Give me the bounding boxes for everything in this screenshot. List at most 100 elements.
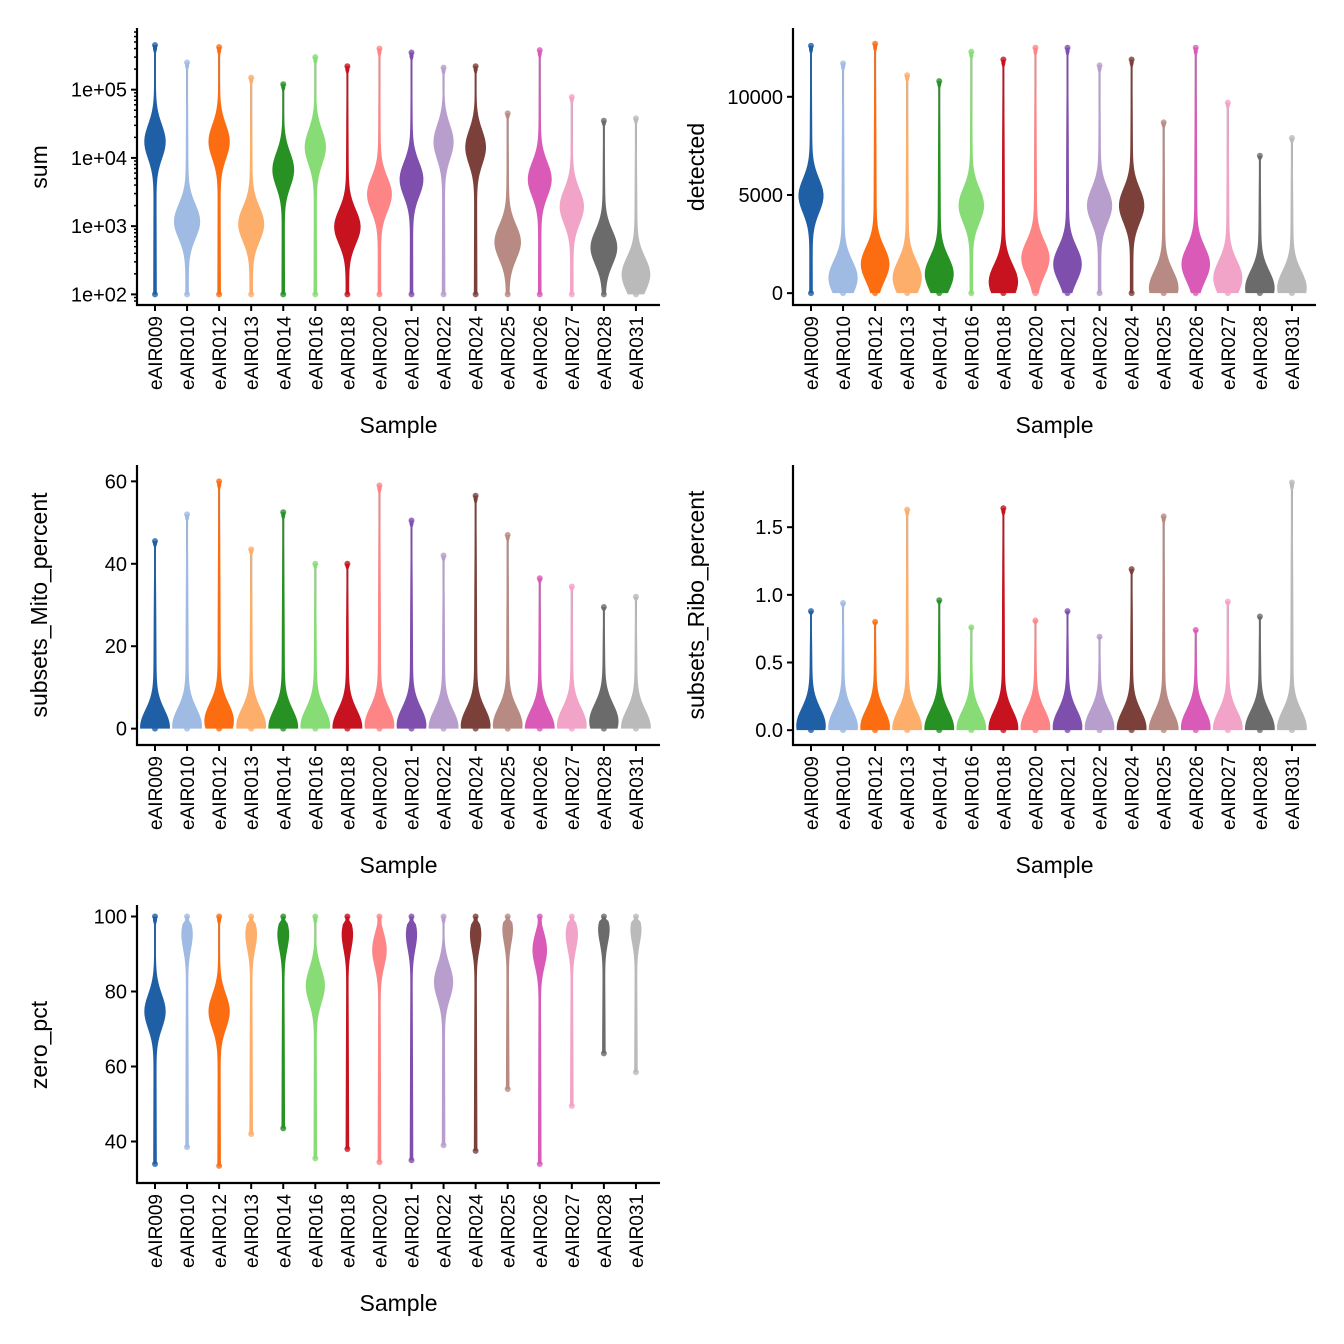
outlier-point: [1032, 290, 1039, 297]
violin-eAIR018: [988, 508, 1019, 731]
x-tick-label: eAIR026: [1187, 316, 1208, 390]
outlier-point: [312, 560, 319, 567]
outlier-point: [344, 913, 351, 920]
violin-eAIR026: [524, 578, 555, 729]
violin-eAIR031: [1277, 482, 1307, 731]
violin-eAIR009: [144, 45, 166, 295]
outlier-point: [536, 1161, 543, 1167]
violin-eAIR016: [305, 916, 325, 1159]
violin-eAIR009: [796, 611, 826, 731]
outlier-point: [184, 725, 191, 732]
violin-eAIR022: [428, 555, 459, 729]
x-tick-label: eAIR027: [563, 756, 584, 830]
outlier-point: [632, 913, 639, 920]
x-tick-label: eAIR013: [242, 756, 263, 830]
outlier-point: [184, 1144, 191, 1151]
x-tick-label: eAIR016: [306, 1194, 327, 1268]
outlier-point: [248, 546, 255, 553]
outlier-point: [1000, 56, 1007, 63]
outlier-point: [600, 117, 607, 124]
outlier-point: [568, 94, 575, 101]
violin-eAIR016: [300, 563, 331, 729]
violin-eAIR025: [1148, 516, 1179, 731]
outlier-point: [1160, 727, 1167, 734]
violin-eAIR013: [892, 75, 922, 294]
outlier-point: [568, 583, 575, 590]
outlier-point: [1192, 627, 1199, 634]
violin-eAIR021: [1052, 611, 1083, 731]
violin-eAIR010: [828, 63, 858, 294]
outlier-point: [936, 78, 943, 85]
outlier-point: [936, 597, 943, 604]
outlier-point: [280, 509, 287, 516]
x-tick-label: eAIR012: [866, 316, 887, 390]
x-tick-label: eAIR031: [627, 316, 648, 390]
y-tick-label: 1e+04: [71, 148, 127, 170]
outlier-point: [1000, 727, 1007, 734]
x-tick-label: eAIR025: [499, 756, 520, 830]
x-tick-label: eAIR024: [1123, 756, 1144, 830]
x-tick-label: eAIR022: [1091, 316, 1112, 390]
x-tick-label: eAIR009: [802, 756, 823, 830]
x-tick-label: eAIR021: [1059, 756, 1080, 830]
outlier-point: [1224, 290, 1231, 297]
outlier-point: [504, 725, 511, 732]
outlier-point: [152, 913, 158, 920]
violin-eAIR013: [892, 509, 923, 731]
y-tick-label: 80: [105, 982, 127, 1004]
violin-eAIR021: [399, 52, 424, 295]
violin-eAIR009: [140, 541, 170, 729]
outlier-point: [632, 291, 639, 298]
outlier-point: [1096, 633, 1103, 640]
violin-eAIR028: [589, 607, 619, 729]
x-tick-label: eAIR031: [1283, 316, 1304, 390]
violin-eAIR010: [181, 916, 193, 1148]
outlier-point: [216, 478, 223, 485]
outlier-point: [600, 1050, 607, 1057]
outlier-point: [600, 291, 607, 298]
outlier-point: [1064, 608, 1071, 615]
violin-eAIR024: [460, 495, 491, 729]
outlier-point: [536, 47, 543, 54]
outlier-point: [472, 63, 479, 70]
outlier-point: [376, 291, 383, 298]
violin-eAIR022: [1084, 636, 1115, 731]
outlier-point: [808, 727, 814, 734]
x-tick-label: eAIR024: [1123, 316, 1144, 390]
x-tick-label: eAIR016: [962, 756, 983, 830]
outlier-point: [216, 291, 223, 298]
outlier-point: [152, 291, 158, 298]
outlier-point: [968, 48, 975, 55]
violin-eAIR028: [598, 916, 610, 1054]
x-tick-label: eAIR028: [1251, 316, 1272, 390]
outlier-point: [1064, 44, 1071, 51]
x-tick-label: eAIR010: [178, 316, 199, 390]
violin-eAIR024: [469, 916, 482, 1151]
outlier-point: [216, 913, 223, 920]
violin-eAIR012: [860, 43, 890, 294]
violin-eAIR027: [1212, 601, 1243, 731]
outlier-point: [504, 531, 511, 538]
outlier-point: [408, 517, 415, 524]
y-tick-label: 40: [105, 554, 127, 576]
outlier-point: [504, 1086, 511, 1092]
x-tick-label: eAIR009: [146, 316, 167, 390]
outlier-point: [440, 913, 447, 920]
outlier-point: [536, 575, 543, 582]
outlier-point: [1064, 727, 1071, 734]
x-tick-label: eAIR018: [994, 316, 1015, 390]
outlier-point: [216, 1162, 223, 1169]
y-tick-label: 0: [116, 719, 127, 741]
x-tick-label: eAIR014: [930, 756, 951, 830]
outlier-point: [1256, 290, 1263, 297]
x-axis-title: Sample: [1016, 852, 1094, 878]
x-tick-label: eAIR026: [531, 756, 552, 830]
outlier-point: [840, 60, 847, 67]
outlier-point: [312, 725, 319, 732]
x-tick-label: eAIR016: [962, 316, 983, 390]
outlier-point: [600, 725, 607, 732]
violin-eAIR020: [367, 48, 392, 295]
outlier-point: [808, 290, 814, 297]
x-tick-label: eAIR028: [595, 1194, 616, 1268]
outlier-point: [504, 291, 511, 298]
